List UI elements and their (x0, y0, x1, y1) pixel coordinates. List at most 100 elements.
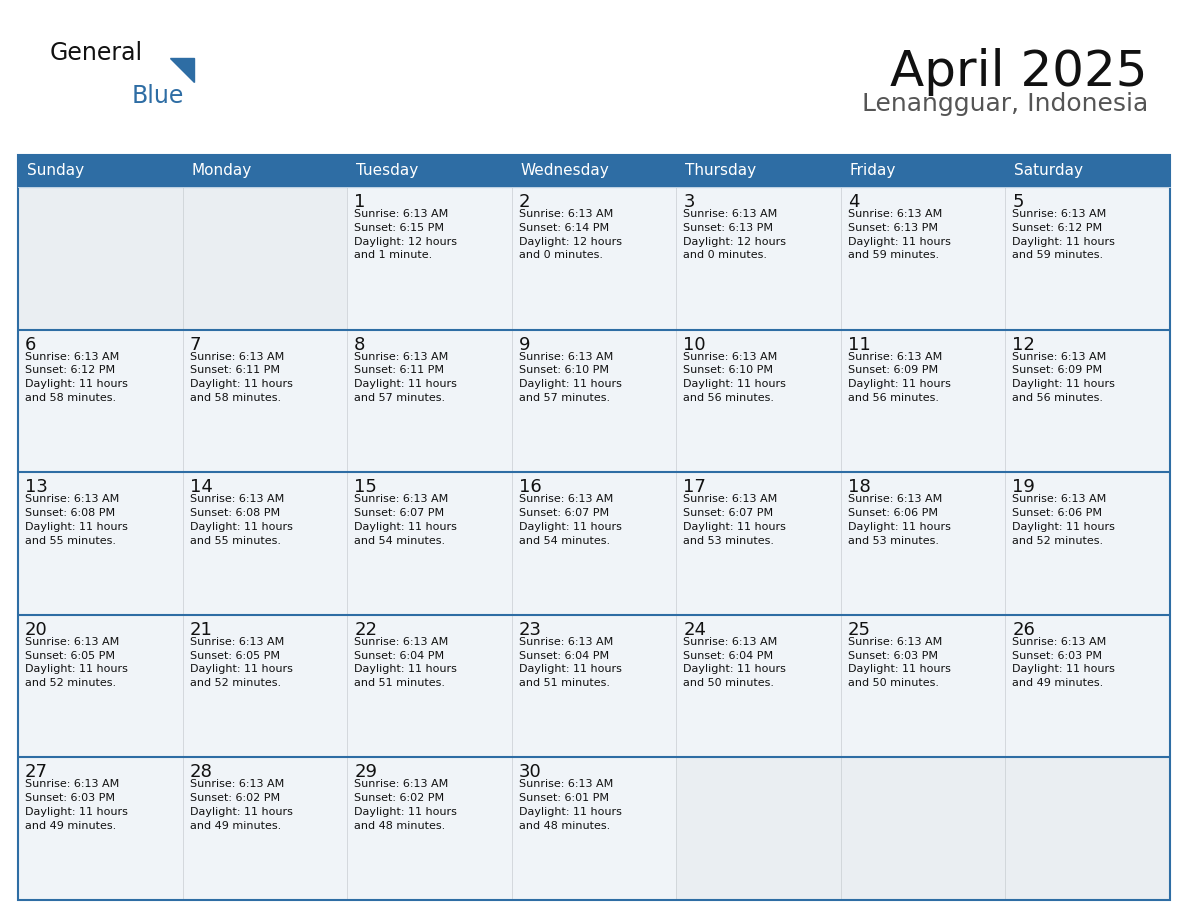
Text: 14: 14 (190, 478, 213, 497)
Text: Daylight: 11 hours: Daylight: 11 hours (683, 379, 786, 389)
Bar (183, 155, 347, 187)
Text: Blue: Blue (132, 84, 184, 108)
Text: Sunset: 6:12 PM: Sunset: 6:12 PM (25, 365, 115, 375)
Text: 27: 27 (25, 764, 48, 781)
Bar (841, 757, 1005, 900)
Text: 1: 1 (354, 193, 366, 211)
Text: Sunrise: 6:13 AM: Sunrise: 6:13 AM (519, 209, 613, 219)
Text: Daylight: 11 hours: Daylight: 11 hours (25, 379, 128, 389)
Text: Sunrise: 6:13 AM: Sunrise: 6:13 AM (25, 352, 119, 362)
Text: Sunset: 6:09 PM: Sunset: 6:09 PM (1012, 365, 1102, 375)
Text: Sunset: 6:02 PM: Sunset: 6:02 PM (354, 793, 444, 803)
Text: Sunset: 6:07 PM: Sunset: 6:07 PM (683, 508, 773, 518)
Text: Daylight: 12 hours: Daylight: 12 hours (683, 237, 786, 247)
Text: Sunset: 6:05 PM: Sunset: 6:05 PM (190, 651, 279, 661)
Text: Thursday: Thursday (685, 163, 757, 178)
Text: Sunrise: 6:13 AM: Sunrise: 6:13 AM (519, 779, 613, 789)
Text: 15: 15 (354, 478, 377, 497)
Text: and 50 minutes.: and 50 minutes. (683, 678, 775, 688)
Text: Sunset: 6:15 PM: Sunset: 6:15 PM (354, 223, 444, 233)
Text: Daylight: 11 hours: Daylight: 11 hours (190, 807, 292, 817)
Text: Sunset: 6:11 PM: Sunset: 6:11 PM (354, 365, 444, 375)
Polygon shape (170, 58, 194, 82)
Text: 18: 18 (848, 478, 871, 497)
Bar (512, 472, 676, 615)
Text: Sunrise: 6:13 AM: Sunrise: 6:13 AM (519, 494, 613, 504)
Text: Daylight: 11 hours: Daylight: 11 hours (519, 807, 621, 817)
Text: Sunrise: 6:13 AM: Sunrise: 6:13 AM (1012, 637, 1107, 647)
Text: 4: 4 (848, 193, 859, 211)
Text: Sunset: 6:03 PM: Sunset: 6:03 PM (848, 651, 937, 661)
Text: and 49 minutes.: and 49 minutes. (25, 821, 116, 831)
Bar (18, 155, 183, 187)
Text: and 50 minutes.: and 50 minutes. (848, 678, 939, 688)
Text: and 59 minutes.: and 59 minutes. (1012, 251, 1104, 261)
Text: and 49 minutes.: and 49 minutes. (190, 821, 280, 831)
Text: and 57 minutes.: and 57 minutes. (354, 393, 446, 403)
Text: Daylight: 11 hours: Daylight: 11 hours (848, 379, 950, 389)
Text: Sunrise: 6:13 AM: Sunrise: 6:13 AM (354, 209, 448, 219)
Bar (183, 757, 347, 900)
Text: 16: 16 (519, 478, 542, 497)
Text: and 48 minutes.: and 48 minutes. (519, 821, 609, 831)
Bar (676, 757, 841, 900)
Text: Sunset: 6:10 PM: Sunset: 6:10 PM (683, 365, 773, 375)
Text: Daylight: 11 hours: Daylight: 11 hours (1012, 521, 1116, 532)
Text: 21: 21 (190, 621, 213, 639)
Text: 17: 17 (683, 478, 706, 497)
Text: 7: 7 (190, 336, 201, 353)
Text: and 51 minutes.: and 51 minutes. (354, 678, 446, 688)
Bar (183, 330, 347, 472)
Text: Sunrise: 6:13 AM: Sunrise: 6:13 AM (25, 494, 119, 504)
Text: Sunrise: 6:13 AM: Sunrise: 6:13 AM (519, 352, 613, 362)
Bar (841, 615, 1005, 757)
Bar (183, 187, 347, 330)
Text: Daylight: 11 hours: Daylight: 11 hours (190, 379, 292, 389)
Bar (347, 330, 512, 472)
Text: and 58 minutes.: and 58 minutes. (25, 393, 116, 403)
Text: and 55 minutes.: and 55 minutes. (190, 535, 280, 545)
Text: Sunrise: 6:13 AM: Sunrise: 6:13 AM (1012, 494, 1107, 504)
Text: Daylight: 11 hours: Daylight: 11 hours (1012, 379, 1116, 389)
Text: Sunrise: 6:13 AM: Sunrise: 6:13 AM (354, 637, 448, 647)
Text: Wednesday: Wednesday (520, 163, 609, 178)
Text: Sunrise: 6:13 AM: Sunrise: 6:13 AM (190, 352, 284, 362)
Bar (512, 757, 676, 900)
Bar (183, 472, 347, 615)
Bar (347, 615, 512, 757)
Text: 6: 6 (25, 336, 37, 353)
Bar (18, 472, 183, 615)
Bar (841, 155, 1005, 187)
Text: and 53 minutes.: and 53 minutes. (683, 535, 775, 545)
Text: Daylight: 11 hours: Daylight: 11 hours (190, 521, 292, 532)
Text: Sunrise: 6:13 AM: Sunrise: 6:13 AM (848, 494, 942, 504)
Text: 8: 8 (354, 336, 366, 353)
Text: Daylight: 11 hours: Daylight: 11 hours (1012, 665, 1116, 675)
Text: and 54 minutes.: and 54 minutes. (354, 535, 446, 545)
Text: Daylight: 11 hours: Daylight: 11 hours (25, 521, 128, 532)
Text: Sunset: 6:05 PM: Sunset: 6:05 PM (25, 651, 115, 661)
Bar (18, 615, 183, 757)
Text: Daylight: 11 hours: Daylight: 11 hours (683, 521, 786, 532)
Bar (676, 155, 841, 187)
Bar (841, 187, 1005, 330)
Text: Sunrise: 6:13 AM: Sunrise: 6:13 AM (519, 637, 613, 647)
Text: Sunrise: 6:13 AM: Sunrise: 6:13 AM (354, 494, 448, 504)
Text: Sunset: 6:03 PM: Sunset: 6:03 PM (1012, 651, 1102, 661)
Bar (1005, 330, 1170, 472)
Text: and 53 minutes.: and 53 minutes. (848, 535, 939, 545)
Text: Sunset: 6:08 PM: Sunset: 6:08 PM (190, 508, 279, 518)
Text: Sunset: 6:07 PM: Sunset: 6:07 PM (354, 508, 444, 518)
Text: Sunrise: 6:13 AM: Sunrise: 6:13 AM (848, 352, 942, 362)
Text: Sunset: 6:02 PM: Sunset: 6:02 PM (190, 793, 279, 803)
Bar (347, 472, 512, 615)
Bar (676, 472, 841, 615)
Text: Sunset: 6:09 PM: Sunset: 6:09 PM (848, 365, 939, 375)
Bar (347, 155, 512, 187)
Bar (841, 472, 1005, 615)
Text: Sunset: 6:01 PM: Sunset: 6:01 PM (519, 793, 608, 803)
Text: and 52 minutes.: and 52 minutes. (25, 678, 116, 688)
Text: Daylight: 11 hours: Daylight: 11 hours (848, 521, 950, 532)
Text: and 0 minutes.: and 0 minutes. (683, 251, 767, 261)
Text: and 48 minutes.: and 48 minutes. (354, 821, 446, 831)
